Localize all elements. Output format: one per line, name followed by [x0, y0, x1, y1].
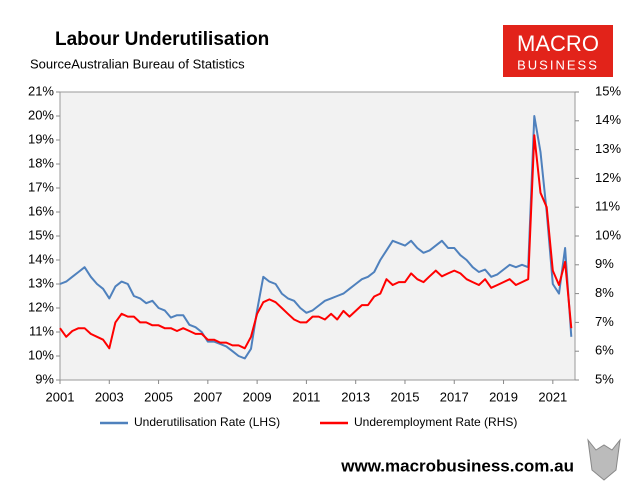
logo-box	[503, 25, 613, 77]
y-tick-label: 19%	[28, 131, 54, 146]
y2-tick-label: 6%	[595, 343, 614, 358]
y2-tick-label: 9%	[595, 256, 614, 271]
footer: www.macrobusiness.com.au	[340, 456, 574, 475]
x-tick-label: 2021	[538, 389, 567, 404]
y-tick-label: 12%	[28, 299, 54, 314]
y2-tick-label: 7%	[595, 314, 614, 329]
y2-tick-label: 10%	[595, 227, 621, 242]
x-tick-label: 2013	[341, 389, 370, 404]
y-tick-label: 13%	[28, 275, 54, 290]
y-tick-label: 18%	[28, 155, 54, 170]
legend-label: Underemployment Rate (RHS)	[354, 415, 517, 429]
logo-text: BUSINESS	[517, 57, 599, 72]
x-tick-label: 2007	[193, 389, 222, 404]
chart-title: Labour Underutilisation	[55, 29, 269, 50]
y-tick-label: 17%	[28, 179, 54, 194]
fox-icon	[587, 438, 621, 481]
y2-tick-label: 11%	[595, 199, 620, 214]
x-tick-label: 2009	[243, 389, 272, 404]
series-line	[59, 115, 573, 360]
y2-tick-label: 14%	[595, 112, 621, 127]
y2-tick-label: 8%	[595, 285, 614, 300]
x-tick-label: 2003	[95, 389, 124, 404]
y2-tick-label: 5%	[595, 371, 614, 386]
y-tick-label: 21%	[28, 83, 54, 98]
y-tick-label: 11%	[29, 323, 54, 338]
x-tick-label: 2005	[144, 389, 173, 404]
x-tick-label: 2015	[391, 389, 420, 404]
y-tick-label: 16%	[28, 203, 54, 218]
x-tick-label: 2001	[46, 389, 75, 404]
y2-tick-label: 13%	[595, 141, 621, 156]
y-tick-label: 20%	[28, 107, 54, 122]
y2-tick-label: 12%	[595, 170, 621, 185]
y-tick-label: 15%	[28, 227, 54, 242]
y-tick-label: 14%	[28, 251, 54, 266]
y2-tick-label: 15%	[595, 83, 621, 98]
series-line	[59, 134, 573, 350]
chart-subtitle: SourceAustralian Bureau of Statistics	[30, 56, 245, 71]
logo-text: MACRO	[517, 31, 599, 56]
x-tick-label: 2019	[489, 389, 518, 404]
x-tick-label: 2011	[292, 389, 320, 404]
plot-area	[59, 91, 576, 381]
y-tick-label: 9%	[35, 371, 54, 386]
legend-label: Underutilisation Rate (LHS)	[134, 415, 280, 429]
x-tick-label: 2017	[440, 389, 469, 404]
y-tick-label: 10%	[28, 347, 54, 362]
